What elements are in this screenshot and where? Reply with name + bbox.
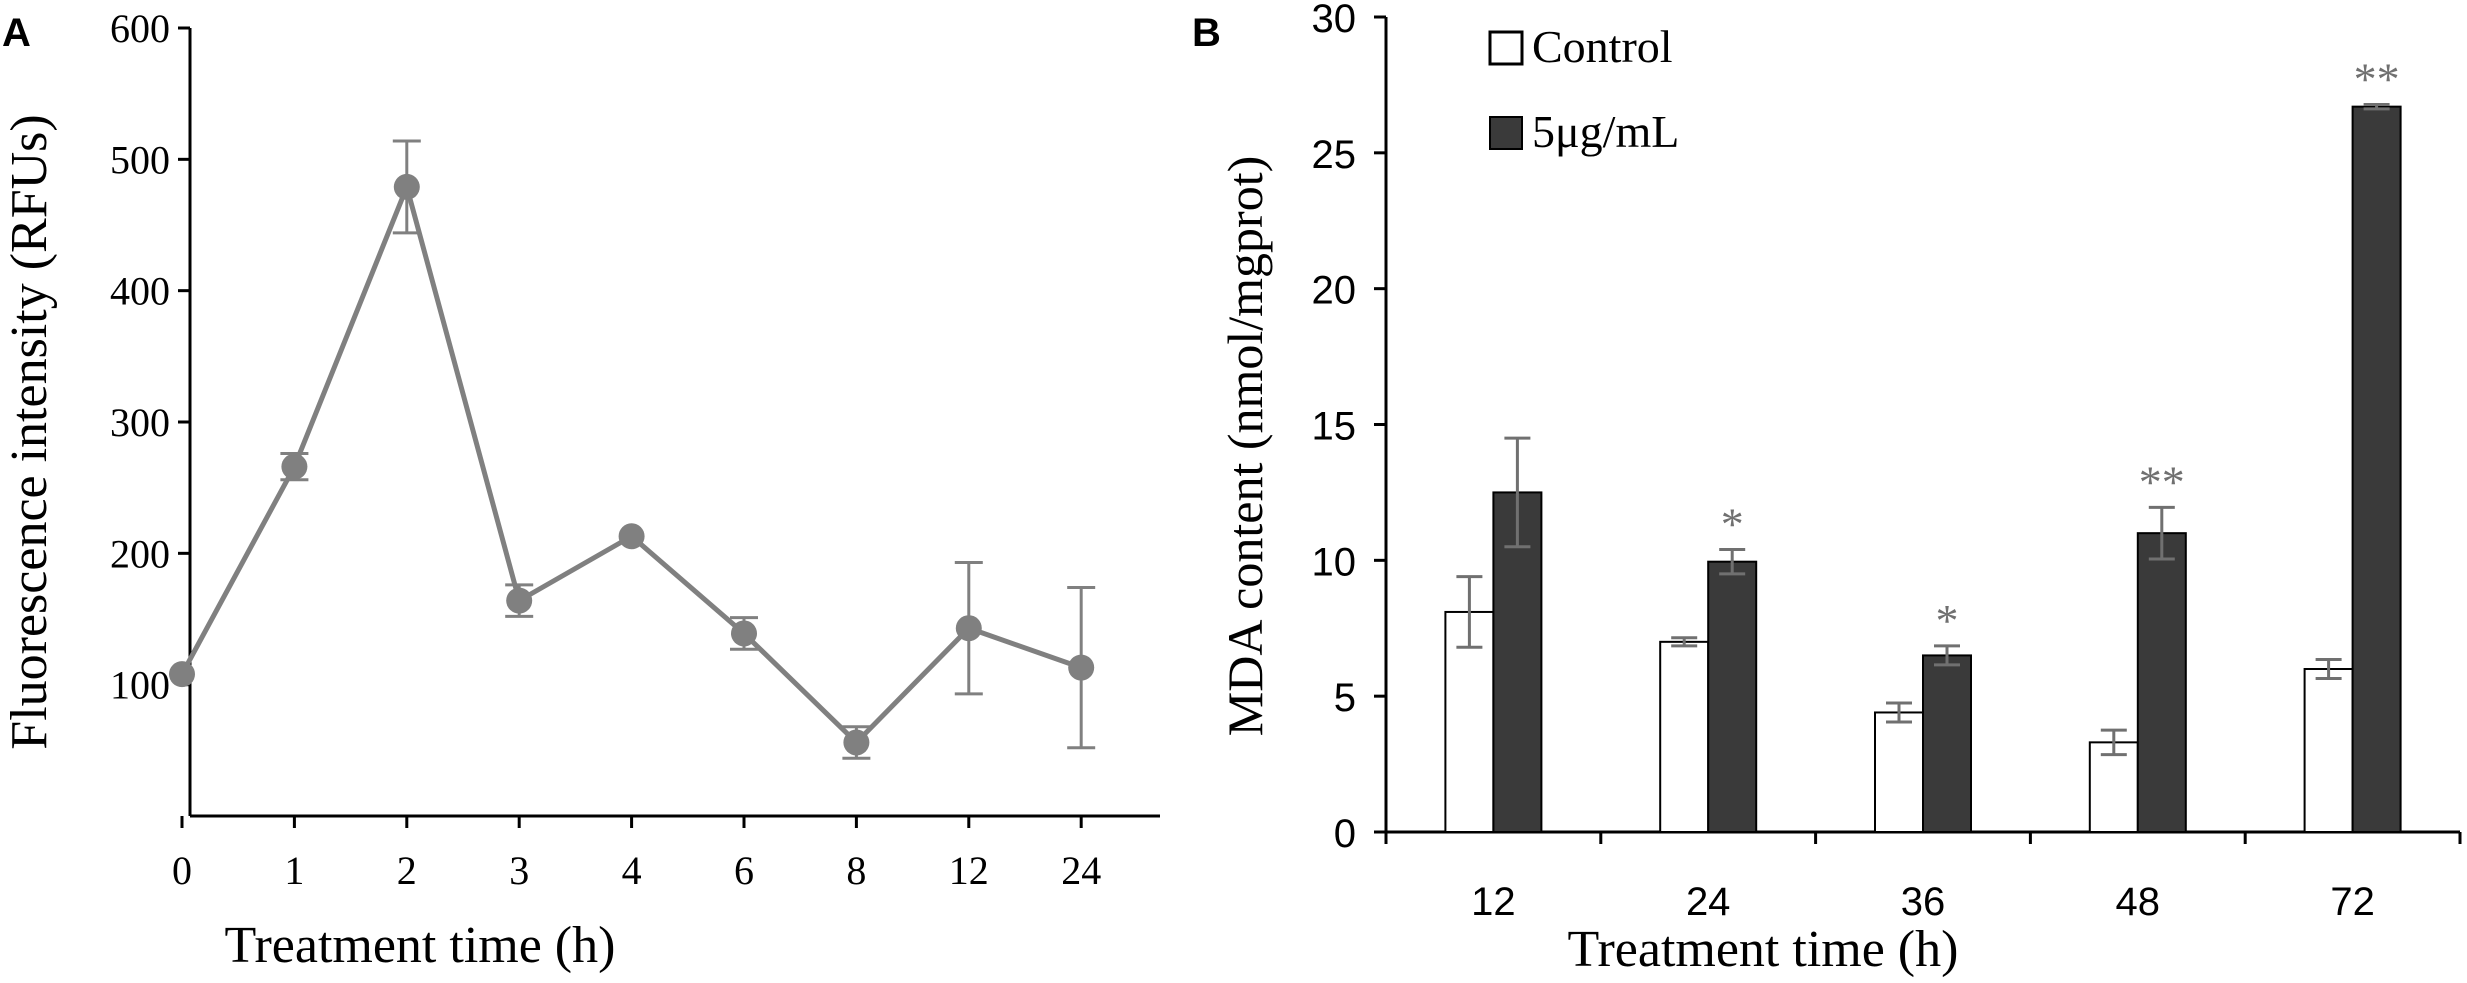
legend-label-control: Control <box>1532 21 1673 72</box>
panel-b-y-tick-label: 30 <box>1312 0 1357 41</box>
panel-b-significance-mark: * <box>1721 498 1744 549</box>
panel-a-series-line <box>179 179 1083 746</box>
panel-b-x-tick-label: 12 <box>1471 880 1516 924</box>
panel-a-data-point <box>1068 654 1095 681</box>
panel-b-bar-treated <box>1707 560 1758 833</box>
panel-b-y-tick-label: 5 <box>1334 676 1356 720</box>
panel-b-x-axis-label: Treatment time (h) <box>1568 921 1959 978</box>
panel-a-x-tick-label: 4 <box>622 848 642 893</box>
panel-a-y-axis-label: Fluorescence intensity (RFUs) <box>1 114 58 749</box>
panel-b-x-ticks: 12 24 36 48 72 <box>1384 832 2462 924</box>
panel-b-bar-control <box>2303 668 2354 833</box>
panel-a-axes <box>188 28 1160 818</box>
panel-a-line <box>179 179 1083 746</box>
panel-a-data-point <box>618 523 645 550</box>
panel-a-letter: A <box>2 11 31 55</box>
panel-b-y-tick-label: 20 <box>1312 269 1357 313</box>
panel-b-x-tick-label: 36 <box>1901 880 1946 924</box>
panel-a-error-bars <box>280 139 1096 760</box>
panel-b-bar-control <box>1874 711 1924 834</box>
panel-b-significance-mark: * <box>1936 595 1959 646</box>
legend-label-treated: 5μg/mL <box>1532 106 1679 157</box>
panel-b-x-tick-label: 72 <box>2330 880 2375 924</box>
panel-b-y-axis-label: MDA content (nmol/mgprot) <box>1217 156 1273 737</box>
legend-swatch-treated <box>1489 116 1523 150</box>
panel-b-bar-control <box>1659 640 1710 833</box>
panel-a-y-ticks: 100 200 300 400 500 600 <box>110 6 190 708</box>
panel-a-y-tick-label: 300 <box>110 400 170 445</box>
panel-b-y-tick-label: 25 <box>1312 133 1357 177</box>
panel-b-significance-mark: ** <box>2354 53 2400 104</box>
panel-a-y-tick-label: 100 <box>110 663 170 708</box>
panel-a-data-point <box>730 620 757 647</box>
panel-a-x-tick-label: 2 <box>397 848 417 893</box>
panel-a-x-tick-label: 12 <box>949 848 989 893</box>
panel-b-error-bars <box>1456 102 2390 757</box>
panel-b-significance-mark: ** <box>2139 456 2185 507</box>
panel-a-data-point <box>506 587 533 614</box>
panel-b-bar-treated <box>2351 105 2402 833</box>
panel-a-x-tick-label: 0 <box>172 848 192 893</box>
panel-a-data-point <box>281 453 308 480</box>
legend-swatch-control <box>1488 30 1524 66</box>
panel-a-y-tick-label: 500 <box>110 137 170 182</box>
panel-b-bars <box>1444 105 2402 834</box>
panel-b-x-tick-label: 48 <box>2116 880 2161 924</box>
panel-a-x-axis-label: Treatment time (h) <box>225 917 616 974</box>
panel-a-y-tick-label: 200 <box>110 531 170 576</box>
panel-a-x-tick-label: 24 <box>1061 848 1101 893</box>
panel-a-data-point <box>393 173 420 200</box>
panel-b-y-tick-label: 10 <box>1312 540 1357 584</box>
panel-a-y-tick-label: 600 <box>110 6 170 51</box>
panel-a-x-ticks: 0 1 2 3 4 6 8 12 24 <box>172 816 1101 893</box>
panel-b-letter: B <box>1192 11 1221 55</box>
panel-b-x-tick-label: 24 <box>1686 880 1731 924</box>
panel-a-x-tick-label: 6 <box>734 848 754 893</box>
panel-b-bar-treated <box>1492 491 1543 833</box>
panel-a-x-tick-label: 8 <box>846 848 866 893</box>
panel-a-x-tick-label: 3 <box>509 848 529 893</box>
panel-b-bar-treated <box>2136 532 2187 834</box>
panel-a-y-tick-label: 400 <box>110 269 170 314</box>
panel-a-data-point <box>169 661 195 688</box>
panel-b-legend: Control 5μg/mL <box>1488 21 1679 157</box>
panel-b-bar-treated <box>1922 654 1972 834</box>
panel-b-y-tick-label: 0 <box>1334 812 1356 856</box>
panel-b-y-ticks: 0 5 10 15 20 25 30 <box>1312 0 1386 856</box>
panel-a-data-point <box>955 615 982 642</box>
panel-a-x-tick-label: 1 <box>284 848 304 893</box>
panel-a-points <box>169 173 1095 756</box>
panel-b-significance-marks: ****** <box>1721 53 2400 645</box>
panel-a-data-point <box>843 729 870 756</box>
panel-b-y-tick-label: 15 <box>1312 405 1357 449</box>
